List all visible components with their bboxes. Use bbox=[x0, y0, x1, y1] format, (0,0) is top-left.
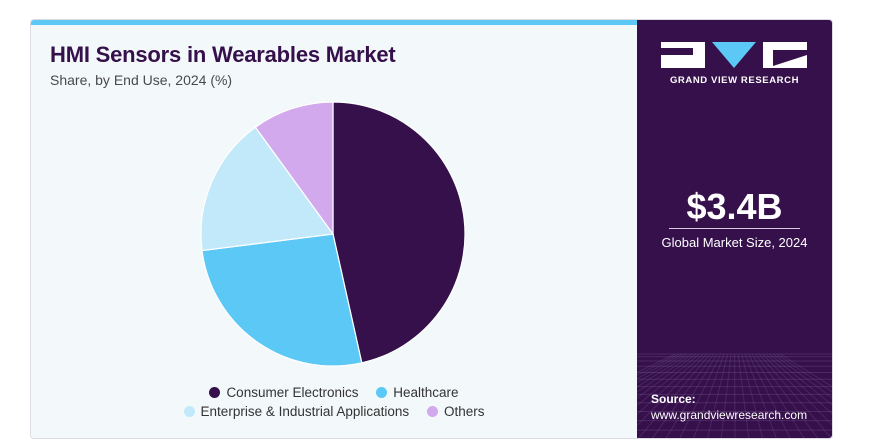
grid-line-vertical bbox=[637, 353, 676, 373]
brand-name: GRAND VIEW RESEARCH bbox=[669, 75, 800, 86]
grid-line-vertical bbox=[765, 353, 832, 415]
legend-label-enterprise-industrial: Enterprise & Industrial Applications bbox=[200, 404, 410, 419]
logo-notch-right bbox=[773, 50, 807, 66]
grid-line-vertical bbox=[751, 353, 805, 438]
summary-sidebar: GRAND VIEW RESEARCH $3.4B Global Market … bbox=[637, 20, 832, 438]
grid-line-vertical bbox=[637, 353, 690, 388]
legend-item-enterprise-industrial: Enterprise & Industrial Applications bbox=[183, 404, 410, 419]
legend-item-consumer-electronics: Consumer Electronics bbox=[209, 385, 358, 400]
legend-swatch-enterprise-industrial bbox=[183, 406, 195, 417]
legend-swatch-others bbox=[426, 406, 438, 417]
legend-label-healthcare: Healthcare bbox=[393, 385, 459, 400]
grid-line-vertical bbox=[706, 353, 729, 438]
page-title: HMI Sensors in Wearables Market bbox=[50, 42, 396, 67]
market-size-value: $3.4B bbox=[686, 186, 783, 227]
grid-line-vertical bbox=[637, 353, 693, 393]
grid-line-vertical bbox=[637, 353, 707, 427]
legend-swatch-consumer-electronics bbox=[209, 387, 221, 398]
legend-row-1: Consumer Electronics Healthcare bbox=[31, 385, 637, 400]
infographic-card: HMI Sensors in Wearables Market Share, b… bbox=[30, 19, 833, 439]
grid-line-vertical bbox=[679, 353, 722, 438]
logo-triangle bbox=[712, 42, 756, 68]
grid-line-vertical bbox=[651, 353, 715, 438]
grid-line-vertical bbox=[720, 353, 732, 438]
grid-line-vertical bbox=[637, 353, 697, 399]
grid-line-vertical bbox=[772, 353, 832, 399]
grid-decoration bbox=[637, 353, 832, 438]
grid-line-vertical bbox=[737, 353, 750, 438]
grid-line-vertical bbox=[637, 353, 686, 384]
grid-line-vertical bbox=[638, 353, 711, 438]
grid-line-vertical bbox=[637, 353, 700, 407]
pie-slice-consumer-electronics bbox=[332, 101, 466, 364]
market-size-divider bbox=[669, 228, 800, 229]
grid-line-vertical bbox=[748, 353, 791, 438]
top-accent-bar bbox=[31, 20, 637, 25]
logo-notch-left bbox=[661, 48, 693, 55]
chart-subtitle: Share, by End Use, 2024 (%) bbox=[50, 72, 233, 88]
grid-line-vertical bbox=[744, 353, 777, 438]
grid-line-vertical bbox=[755, 353, 819, 438]
grid-line-vertical bbox=[776, 353, 832, 393]
legend-label-others: Others bbox=[443, 404, 485, 419]
source-url[interactable]: www.grandviewresearch.com bbox=[651, 408, 808, 422]
legend-swatch-healthcare bbox=[376, 387, 388, 398]
legend-item-healthcare: Healthcare bbox=[376, 385, 459, 400]
chart-panel: HMI Sensors in Wearables Market Share, b… bbox=[31, 20, 637, 438]
market-size-label: Global Market Size, 2024 bbox=[661, 235, 808, 250]
pie-chart bbox=[200, 101, 466, 367]
pie-slice-others bbox=[254, 101, 334, 236]
legend-label-consumer-electronics: Consumer Electronics bbox=[226, 385, 359, 400]
grid-line-vertical bbox=[741, 353, 764, 438]
legend-item-others: Others bbox=[426, 404, 485, 419]
grand-view-research-logo bbox=[661, 42, 807, 68]
grid-line-vertical bbox=[779, 353, 832, 388]
source-label: Source: bbox=[651, 392, 696, 406]
legend-row-2: Enterprise & Industrial Applications Oth… bbox=[31, 404, 637, 419]
grid-line-vertical bbox=[637, 353, 704, 416]
pie-slice-enterprise-industrial-applications bbox=[200, 126, 335, 252]
grid-line-vertical bbox=[637, 353, 683, 380]
grid-line-vertical bbox=[769, 353, 832, 406]
grid-line-vertical bbox=[665, 353, 718, 438]
grid-line-vertical bbox=[693, 353, 725, 438]
pie-slice-healthcare bbox=[201, 233, 363, 367]
grid-line-vertical bbox=[762, 353, 832, 426]
grid-line-vertical bbox=[637, 353, 679, 376]
grid-line-vertical bbox=[758, 353, 832, 438]
